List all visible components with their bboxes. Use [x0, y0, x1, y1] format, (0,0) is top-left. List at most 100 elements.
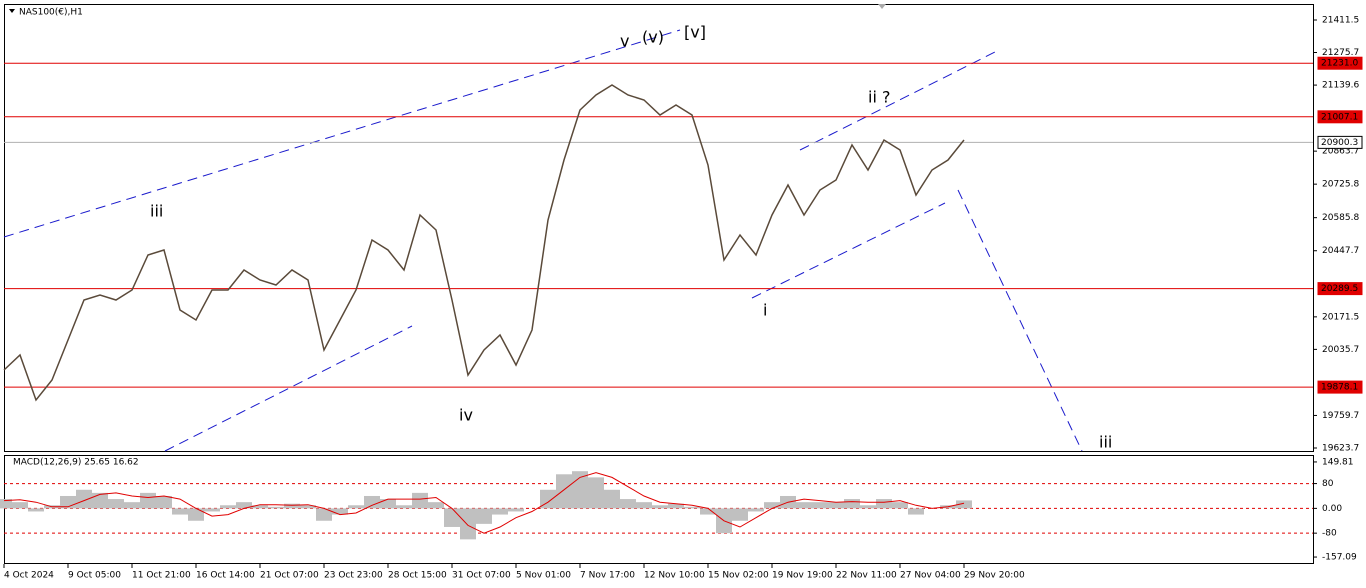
macd-bar — [332, 508, 348, 515]
macd-tick-label: -157.09 — [1322, 553, 1357, 563]
x-tick-label: 4 Oct 2024 — [4, 571, 54, 581]
macd-bar — [636, 502, 652, 509]
x-tick-label: 31 Oct 07:00 — [452, 571, 511, 581]
wave-label: iii — [150, 202, 163, 221]
macd-bar — [396, 505, 412, 509]
projection-line — [957, 189, 1083, 452]
x-tick-label: 16 Oct 14:00 — [196, 571, 255, 581]
x-tick-label: 7 Nov 17:00 — [580, 571, 635, 581]
wave-label: v — [620, 32, 629, 51]
y-tick-label: 20447.7 — [1322, 246, 1359, 256]
macd-bar — [76, 489, 92, 509]
macd-bar — [748, 508, 764, 512]
macd-bar — [588, 477, 604, 509]
macd-bar — [28, 508, 44, 512]
x-tick-label: 5 Nov 01:00 — [516, 571, 571, 581]
macd-bar — [476, 508, 492, 524]
y-tick-label: 20171.5 — [1322, 312, 1359, 322]
macd-bar — [172, 508, 188, 515]
macd-bar — [732, 508, 748, 521]
price-line — [3, 84, 965, 402]
chart-title: NAS100(€),H1 — [19, 8, 83, 18]
macd-bar — [0, 499, 12, 509]
macd-bar — [508, 508, 524, 512]
macd-panel — [4, 455, 1314, 564]
y-tick-label: 19759.7 — [1322, 411, 1359, 421]
x-tick-label: 29 Nov 20:00 — [964, 571, 1025, 581]
macd-bar — [844, 499, 860, 509]
level-label: 21007.1 — [1321, 112, 1358, 122]
macd-bar — [236, 502, 252, 509]
level-label: 21231.0 — [1321, 59, 1358, 69]
channel-line — [799, 51, 996, 151]
macd-bar — [764, 502, 780, 509]
y-tick-label: 20035.7 — [1322, 345, 1359, 355]
y-tick-label: 21411.5 — [1322, 15, 1359, 25]
x-tick-label: 12 Nov 10:00 — [644, 571, 705, 581]
macd-bar — [124, 502, 140, 509]
macd-bar — [220, 505, 236, 509]
x-tick-label: 9 Oct 05:00 — [68, 571, 121, 581]
macd-bar — [252, 505, 268, 509]
wave-label: (v) — [642, 28, 664, 47]
macd-bar — [428, 502, 444, 509]
macd-bar — [380, 499, 396, 509]
level-label-box — [1317, 135, 1363, 149]
macd-bar — [540, 489, 556, 509]
y-tick-label: 19623.7 — [1322, 444, 1359, 454]
level-label: 20900.3 — [1321, 138, 1358, 148]
macd-bar — [908, 508, 924, 515]
macd-tick-label: 0.00 — [1322, 504, 1342, 514]
level-label-box — [1317, 282, 1363, 296]
macd-bar — [892, 502, 908, 509]
level-label: 20289.5 — [1321, 284, 1358, 294]
x-tick-label: 11 Oct 21:00 — [132, 571, 191, 581]
macd-bar — [348, 505, 364, 509]
macd-bar — [956, 500, 972, 509]
x-tick-label: 27 Nov 04:00 — [900, 571, 961, 581]
macd-bar — [156, 495, 172, 509]
x-tick-label: 15 Nov 02:00 — [708, 571, 769, 581]
macd-bar — [412, 492, 428, 509]
x-tick-label: 22 Nov 11:00 — [836, 571, 897, 581]
level-label-box — [1317, 110, 1363, 124]
macd-tick-label: -80 — [1322, 529, 1337, 539]
macd-bar — [204, 508, 220, 512]
channel-line — [751, 202, 946, 299]
macd-tick-label: 80 — [1322, 479, 1334, 489]
macd-bar — [364, 495, 380, 509]
macd-bar — [284, 503, 300, 509]
macd-bar — [668, 503, 684, 509]
macd-bar — [492, 508, 508, 515]
y-tick-label: 20725.8 — [1322, 180, 1359, 190]
macd-bar — [796, 502, 812, 509]
wave-label: i — [763, 301, 767, 320]
macd-bar — [700, 508, 716, 515]
x-tick-label: 28 Oct 15:00 — [388, 571, 447, 581]
y-tick-label: 20863.7 — [1322, 147, 1359, 157]
price-panel — [4, 4, 1314, 452]
level-label: 19878.1 — [1321, 383, 1358, 393]
channel-line — [3, 29, 681, 238]
macd-signal — [3, 472, 965, 534]
y-tick-label: 20585.8 — [1322, 213, 1359, 223]
macd-bar — [860, 505, 876, 509]
macd-bar — [444, 508, 460, 527]
macd-tick-label: 149.81 — [1322, 457, 1354, 467]
x-tick-label: 19 Nov 19:00 — [772, 571, 833, 581]
macd-bar — [316, 508, 332, 521]
macd-bar — [556, 474, 572, 509]
macd-bar — [828, 502, 844, 509]
wave-label: iv — [459, 406, 473, 425]
shift-marker — [878, 4, 886, 9]
macd-bar — [12, 502, 28, 509]
wave-label: ii ? — [868, 88, 890, 107]
channel-line — [164, 325, 413, 452]
trend-lines — [3, 29, 1083, 452]
macd-bar — [572, 471, 588, 509]
x-tick-label: 21 Oct 07:00 — [260, 571, 319, 581]
x-tick-label: 23 Oct 23:00 — [324, 571, 383, 581]
macd-bar — [620, 499, 636, 509]
